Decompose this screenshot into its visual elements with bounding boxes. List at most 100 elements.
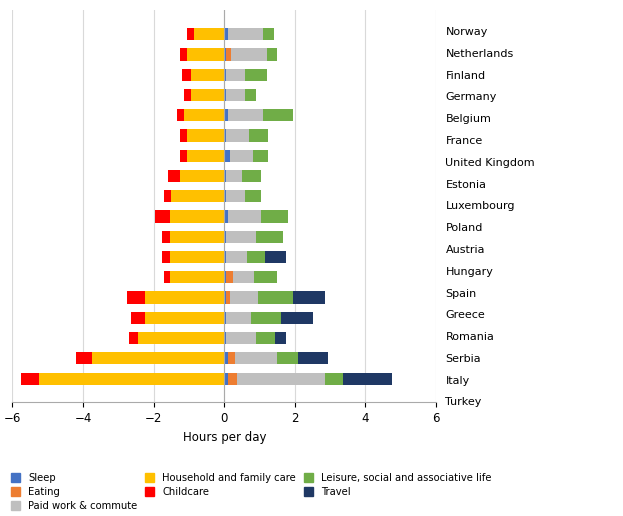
Bar [228,109,263,121]
Bar [254,271,277,283]
Bar [131,312,145,324]
Bar [182,69,191,81]
Bar [145,312,224,324]
Bar [245,69,267,81]
Text: Poland: Poland [445,223,483,233]
Text: Hungary: Hungary [445,267,493,277]
Text: Belgium: Belgium [445,114,492,124]
Bar [228,211,262,222]
Bar [21,373,39,384]
Text: Luxembourg: Luxembourg [445,201,515,212]
X-axis label: Hours per day: Hours per day [183,431,266,444]
Bar [233,271,254,283]
Bar [224,271,226,283]
Bar [226,251,247,263]
Text: Turkey: Turkey [445,397,482,408]
Bar [224,150,230,162]
Bar [188,150,224,162]
Text: France: France [445,136,483,146]
Bar [230,292,258,303]
Bar [127,292,145,303]
Bar [168,170,180,182]
Bar [156,211,169,222]
Text: Spain: Spain [445,288,477,299]
Text: Norway: Norway [445,27,488,37]
Bar [256,231,283,243]
Bar [343,373,392,384]
Bar [262,211,288,222]
Bar [230,150,252,162]
Text: Netherlands: Netherlands [445,49,514,59]
Bar [163,231,169,243]
Bar [164,271,169,283]
Bar [194,28,224,40]
Bar [226,312,250,324]
Bar [224,373,228,384]
Bar [180,170,224,182]
Text: Serbia: Serbia [445,354,481,364]
Bar [224,332,226,344]
Bar [226,49,231,60]
Bar [263,109,293,121]
Bar [245,89,256,101]
Bar [226,170,242,182]
Bar [325,373,343,384]
Bar [267,49,277,60]
Bar [226,130,249,141]
Bar [247,251,265,263]
Bar [191,89,224,101]
Bar [184,109,224,121]
Bar [263,28,273,40]
Bar [224,231,226,243]
Bar [224,69,226,81]
Bar [76,352,92,364]
Bar [138,332,224,344]
Bar [237,373,325,384]
Bar [188,130,224,141]
Bar [169,231,224,243]
Bar [224,28,228,40]
Bar [231,49,267,60]
Text: Germany: Germany [445,92,497,103]
Bar [226,89,245,101]
Bar [293,292,325,303]
Bar [224,352,228,364]
Bar [245,190,262,202]
Bar [180,130,188,141]
Bar [235,352,277,364]
Bar [180,150,188,162]
Bar [224,292,226,303]
Bar [265,251,286,263]
Bar [180,49,188,60]
Bar [188,49,224,60]
Bar [39,373,224,384]
Text: Estonia: Estonia [445,180,487,189]
Text: United Kingdom: United Kingdom [445,158,535,168]
Bar [277,352,298,364]
Bar [184,89,191,101]
Bar [169,251,224,263]
Bar [129,332,138,344]
Bar [249,130,269,141]
Bar [228,373,237,384]
Bar [226,231,256,243]
Bar [169,211,224,222]
Bar [171,190,224,202]
Bar [256,332,275,344]
Text: Austria: Austria [445,245,485,255]
Bar [224,109,228,121]
Bar [177,109,184,121]
Bar [252,150,269,162]
Legend: Sleep, Eating, Paid work & commute, Household and family care, Childcare, Leisur: Sleep, Eating, Paid work & commute, Hous… [11,473,492,511]
Text: Greece: Greece [445,310,485,320]
Bar [224,211,228,222]
Bar [226,190,245,202]
Bar [224,130,226,141]
Bar [250,312,281,324]
Text: Romania: Romania [445,332,494,342]
Bar [228,28,263,40]
Bar [226,332,256,344]
Bar [191,69,224,81]
Bar [226,271,233,283]
Bar [163,251,169,263]
